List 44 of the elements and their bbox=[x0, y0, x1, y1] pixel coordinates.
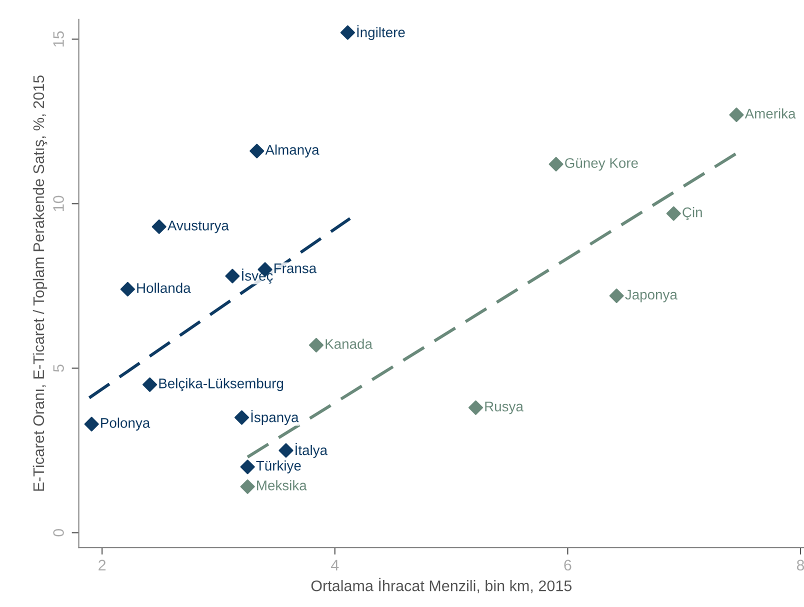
annotation: Hollanda bbox=[137, 282, 191, 293]
point bbox=[240, 479, 255, 494]
annotation: Amerika bbox=[744, 108, 796, 119]
x-tick-label: 4 bbox=[330, 560, 339, 570]
point bbox=[152, 219, 166, 234]
y-tick-label: 10 bbox=[53, 196, 64, 212]
point bbox=[609, 288, 624, 304]
point bbox=[240, 460, 255, 474]
x-axis-title: Ortalama İhracat Menzili, bin km, 2015 bbox=[311, 578, 572, 594]
x-tick-label: 6 bbox=[564, 560, 572, 571]
annotation: Kanada bbox=[326, 338, 372, 349]
point bbox=[142, 377, 158, 392]
point bbox=[468, 400, 484, 415]
point bbox=[234, 410, 250, 425]
point bbox=[225, 268, 240, 284]
point bbox=[120, 282, 135, 297]
x-tick-label: 2 bbox=[98, 560, 106, 570]
annotation: İspanya bbox=[251, 410, 299, 425]
annotation: İngiltere bbox=[357, 25, 405, 40]
point bbox=[340, 25, 355, 40]
x-tick-label: 8 bbox=[796, 560, 804, 571]
y-tick-label: 0 bbox=[53, 529, 64, 536]
point bbox=[729, 108, 744, 122]
annotation: Meksika bbox=[257, 480, 307, 490]
y-tick-label: 15 bbox=[53, 31, 64, 46]
annotation: Güney Kore bbox=[565, 158, 638, 171]
y-axis-title: E-Ticaret Oranı, E-Ticaret / Toplam Perakende Satış, %, 2015 bbox=[32, 76, 48, 491]
point bbox=[666, 206, 681, 221]
point bbox=[308, 338, 324, 352]
annotation: Belçika-Lüksemburg bbox=[159, 378, 284, 392]
annotation: Polonya bbox=[101, 418, 150, 431]
annotation: Fransa bbox=[274, 264, 317, 274]
point bbox=[548, 156, 564, 172]
y-tick-label: 5 bbox=[53, 364, 64, 372]
annotation: Türkiye bbox=[256, 460, 301, 474]
annotation: Çin bbox=[682, 207, 702, 220]
annotation: İtalya bbox=[296, 443, 328, 458]
annotation: Avusturya bbox=[167, 220, 229, 234]
annotation: Almanya bbox=[265, 144, 320, 158]
annotation: Japonya bbox=[625, 290, 678, 302]
point bbox=[278, 443, 294, 458]
point bbox=[84, 416, 99, 432]
annotation: Rusya bbox=[485, 402, 524, 414]
point bbox=[250, 144, 264, 158]
